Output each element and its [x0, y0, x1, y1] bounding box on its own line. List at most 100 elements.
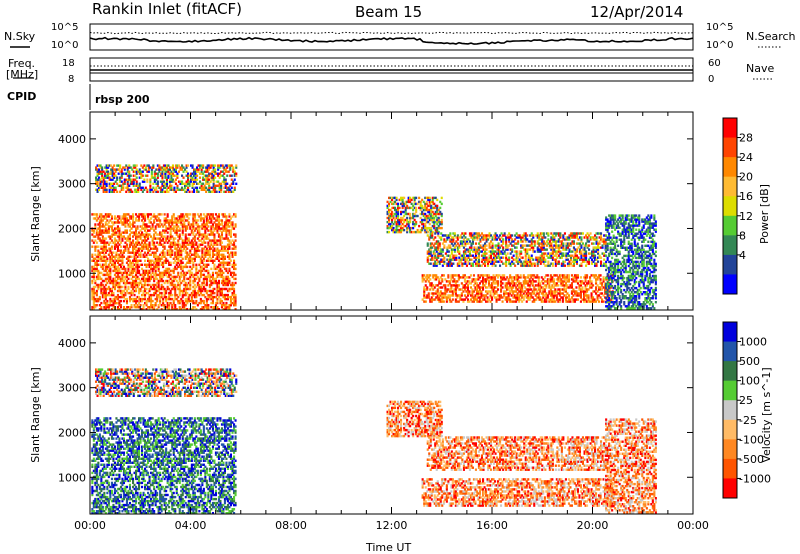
echo-cell [112, 291, 115, 295]
echo-cell [165, 237, 168, 240]
echo-cell [92, 291, 95, 295]
echo-cell [107, 306, 110, 309]
echo-cell [189, 233, 192, 236]
echo-cell [196, 275, 199, 279]
echo-cell [142, 306, 145, 309]
echo-cell [210, 243, 213, 246]
echo-cell [144, 263, 147, 266]
echo-cell [135, 227, 138, 230]
echo-cell [225, 279, 228, 283]
echo-cell [232, 166, 235, 169]
echo-cell [433, 298, 436, 301]
echo-cell [160, 293, 163, 297]
echo-cell [162, 261, 165, 264]
echo-cell [124, 283, 127, 287]
echo-cell [202, 223, 205, 226]
echo-cell [139, 297, 142, 301]
echo-cell [125, 217, 128, 220]
echo-cell [184, 255, 187, 258]
echo-cell [101, 259, 104, 262]
echo-cell [135, 261, 138, 264]
echo-cell [470, 258, 473, 261]
echo-cell [445, 298, 448, 301]
echo-cell [196, 174, 199, 177]
echo-cell [121, 261, 124, 264]
echo-cell [169, 237, 172, 240]
echo-cell [214, 295, 217, 299]
echo-cell [205, 249, 208, 252]
echo-cell [202, 267, 205, 271]
echo-cell [138, 283, 141, 287]
echo-cell [139, 255, 142, 258]
echo-cell [228, 255, 231, 258]
echo-cell [118, 277, 121, 281]
echo-cell [178, 279, 181, 283]
echo-cell [156, 265, 159, 269]
echo-cell [113, 297, 116, 301]
echo-cell [95, 229, 98, 232]
echo-cell [128, 261, 131, 264]
echo-cell [431, 232, 434, 235]
echo-cell [101, 245, 104, 248]
echo-cell [162, 301, 165, 305]
echo-cell [115, 271, 118, 275]
echo-cell [136, 249, 139, 252]
echo-cell [95, 219, 98, 222]
echo-cell [121, 239, 124, 242]
echo-cell [103, 291, 106, 295]
echo-cell [145, 227, 148, 230]
echo-cell [141, 231, 144, 234]
echo-cell [204, 306, 207, 309]
echo-cell [116, 225, 119, 228]
echo-cell [193, 277, 196, 281]
echo-cell [116, 297, 119, 301]
echo-cell [136, 241, 139, 244]
echo-cell [201, 267, 204, 271]
echo-cell [118, 259, 121, 262]
echo-cell [180, 245, 183, 248]
echo-cell [106, 215, 109, 218]
echo-cell [192, 215, 195, 218]
echo-cell [222, 227, 225, 230]
echo-cell [225, 275, 228, 279]
echo-cell [144, 281, 147, 285]
echo-cell [107, 269, 110, 273]
echo-cell [181, 241, 184, 244]
echo-cell [198, 235, 201, 238]
echo-cell [545, 248, 548, 251]
echo-cell [107, 285, 110, 289]
echo-cell [166, 259, 169, 262]
echo-cell [198, 229, 201, 232]
echo-cell [147, 225, 150, 228]
echo-cell [434, 236, 437, 239]
echo-cell [125, 243, 128, 246]
echo-cell [157, 285, 160, 289]
echo-cell [119, 249, 122, 252]
echo-cell [217, 225, 220, 228]
echo-cell [208, 239, 211, 242]
echo-cell [192, 237, 195, 240]
echo-cell [133, 255, 136, 258]
echo-cell [219, 273, 222, 277]
echo-cell [222, 295, 225, 299]
echo-cell [213, 233, 216, 236]
echo-cell [181, 227, 184, 230]
echo-cell [447, 250, 450, 253]
echo-cell [163, 223, 166, 226]
echo-cell [156, 259, 159, 262]
echo-cell [92, 235, 95, 238]
echo-cell [91, 308, 94, 311]
echo-cell [110, 263, 113, 266]
echo-cell [394, 206, 397, 210]
echo-cell [187, 213, 190, 216]
echo-cell [157, 265, 160, 269]
echo-cell [201, 253, 204, 256]
echo-cell [216, 299, 219, 303]
echo-cell [104, 261, 107, 264]
echo-cell [163, 304, 166, 307]
echo-cell [92, 287, 95, 291]
echo-cell [151, 227, 154, 230]
echo-cell [205, 291, 208, 295]
echo-cell [220, 291, 223, 295]
echo-cell [171, 275, 174, 279]
